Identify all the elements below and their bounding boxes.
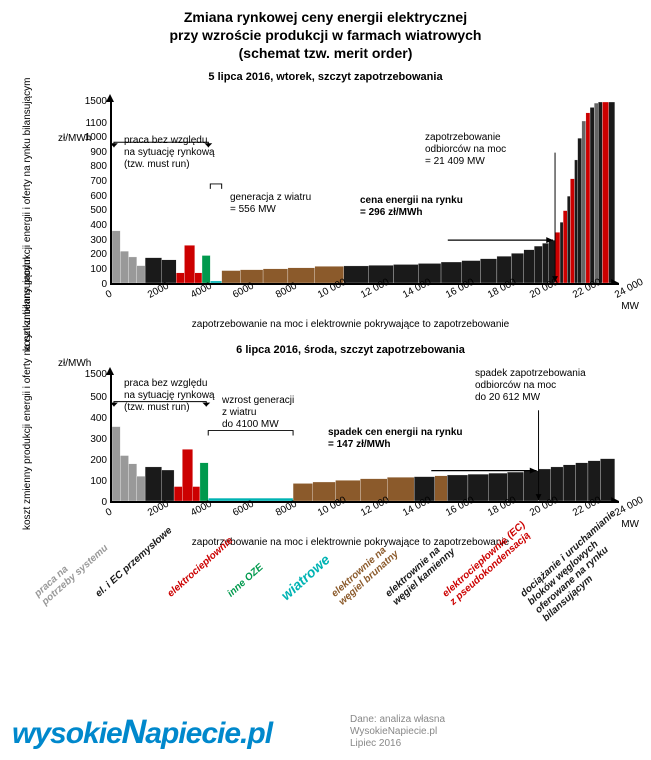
brand-logo: wysokieNapiecie.pl	[12, 713, 272, 752]
title-line1: Zmiana rynkowej ceny energii elektryczne…	[184, 9, 467, 25]
y-axis-arrow	[106, 367, 114, 375]
chart1-annot-mustrun: praca bez względu na sytuację rynkową (t…	[124, 135, 215, 171]
chart1-plot	[110, 102, 619, 285]
x-tick: 0	[104, 288, 114, 300]
title-line3: (schemat tzw. merit order)	[239, 45, 413, 61]
chart1-annot-wind: generacja z wiatru = 556 MW	[230, 192, 311, 216]
chart1-plot-area: praca bez względu na sytuację rynkową (t…	[80, 87, 619, 317]
y-axis-arrow	[106, 94, 114, 102]
chart-1: 5 lipca 2016, wtorek, szczyt zapotrzebow…	[12, 71, 639, 330]
y-tick: 200	[82, 249, 107, 260]
y-tick: 100	[82, 264, 107, 275]
chart2-subtitle: 6 lipca 2016, środa, szczyt zapotrzebowa…	[12, 344, 639, 356]
y-tick: 300	[82, 235, 107, 246]
chart2-annot-wind: wzrost generacji z wiatru do 4100 MW	[222, 395, 294, 431]
chart1-x-unit: MW	[621, 301, 639, 312]
y-tick: 100	[82, 476, 107, 487]
y-tick: 1100	[82, 118, 107, 129]
chart1-subtitle: 5 lipca 2016, wtorek, szczyt zapotrzebow…	[12, 71, 639, 83]
chart2-annot-price: spadek cen energii na rynku = 147 zł/MWh	[328, 427, 463, 451]
chart2-annot-mustrun: praca bez względu na sytuację rynkową (t…	[124, 378, 215, 414]
y-tick: 400	[82, 220, 107, 231]
title-line2: przy wzroście produkcji w farmach wiatro…	[170, 27, 482, 43]
y-tick: 400	[82, 413, 107, 424]
chart2-plot-area: praca bez względu na sytuację rynkową (t…	[80, 360, 619, 535]
chart2-x-unit: MW	[621, 519, 639, 530]
brand-text2: apiecie.pl	[145, 717, 272, 750]
y-tick: 200	[82, 455, 107, 466]
chart1-x-label: zapotrzebowanie na moc i elektrownie pok…	[62, 319, 639, 330]
y-tick: 1500	[82, 96, 107, 107]
y-tick: 800	[82, 161, 107, 172]
chart-2: 6 lipca 2016, środa, szczyt zapotrzebowa…	[12, 344, 639, 548]
y-tick: 1500	[82, 369, 107, 380]
legend-item: elektrociepłownie (EC)z pseudokondensacj…	[440, 536, 530, 624]
brand-text1: wysokie	[12, 717, 122, 750]
main-title: Zmiana rynkowej ceny energii elektryczne…	[12, 8, 639, 63]
y-tick: 500	[82, 205, 107, 216]
y-tick: 700	[82, 176, 107, 187]
chart2-annot-demand: spadek zapotrzebowania odbiorców na moc …	[475, 368, 586, 404]
credits: Dane: analiza własna WysokieNapiecie.pl …	[350, 714, 445, 750]
chart1-annot-demand: zapotrzebowanie odbiorców na moc = 21 40…	[425, 132, 506, 168]
chart2-y-label: koszt zmienny produkcji energii i oferty…	[22, 256, 33, 529]
y-tick: 1000	[82, 132, 107, 143]
y-tick: 0	[82, 279, 107, 290]
y-tick: 600	[82, 191, 107, 202]
y-tick: 0	[82, 497, 107, 508]
y-tick: 500	[82, 392, 107, 403]
y-tick: 900	[82, 147, 107, 158]
y-tick: 300	[82, 434, 107, 445]
chart1-bars-svg	[112, 102, 619, 283]
chart1-annot-price: cena energii na rynku = 296 zł/MWh	[360, 195, 463, 219]
legend: praca napotrzeby systemuel. i EC przemys…	[62, 580, 639, 624]
x-tick: 0	[104, 506, 114, 518]
